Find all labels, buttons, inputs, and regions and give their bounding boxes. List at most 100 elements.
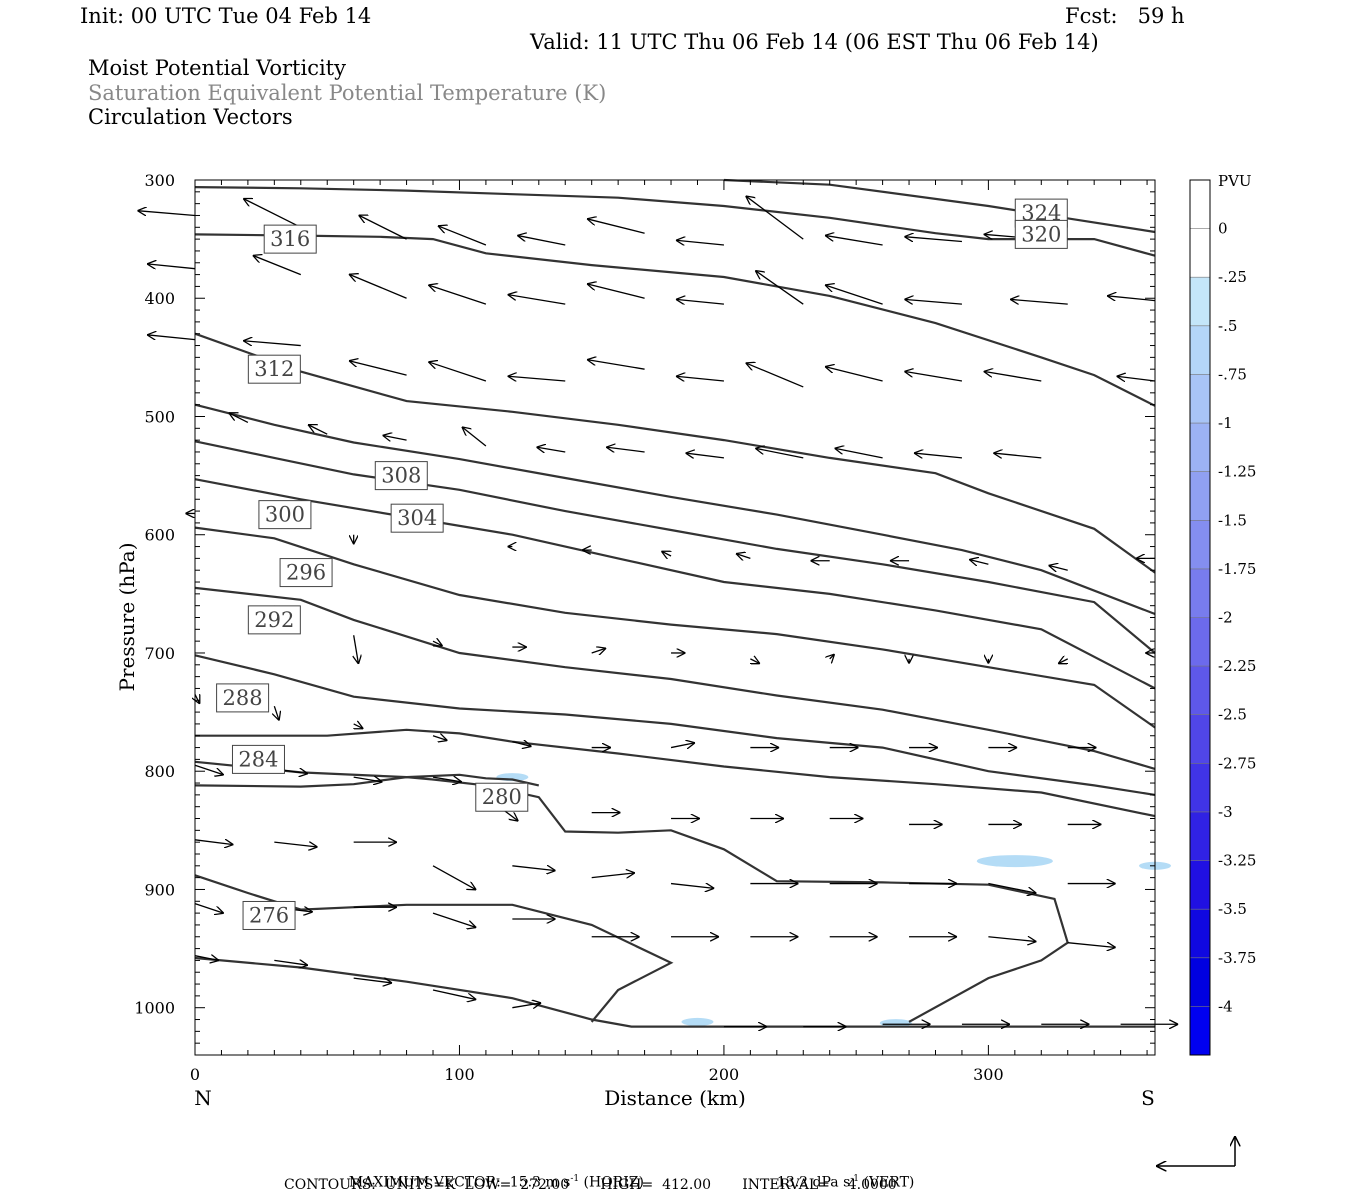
contour-label: 308 [374, 461, 428, 491]
contour-label-text: 276 [249, 903, 289, 927]
circulation-vector [512, 1003, 541, 1008]
circulation-vector [591, 873, 635, 878]
circulation-vector [432, 736, 447, 741]
circulation-vector [1117, 376, 1156, 381]
circulation-vector [755, 448, 804, 459]
colorbar-swatch [1190, 374, 1210, 424]
theta-contour [194, 440, 1156, 654]
circulation-vector [253, 255, 302, 276]
contour-label-text: 308 [381, 464, 421, 488]
circulation-vector [349, 274, 407, 299]
theta-contour [194, 874, 674, 1023]
colorbar-swatch [1190, 617, 1210, 667]
circulation-vector [432, 989, 476, 1000]
plot-frame [194, 179, 1156, 1056]
circulation-vector [195, 694, 200, 704]
y-axis-title: Pressure (hPa) [115, 543, 139, 692]
circulation-vector [825, 367, 883, 382]
x-end-label-left: N [194, 1086, 212, 1110]
colorbar-label: -3.75 [1218, 949, 1256, 967]
pv-patch [879, 1019, 912, 1028]
circulation-vector [243, 341, 301, 347]
contour-label-box [263, 224, 317, 254]
circulation-vector [147, 335, 196, 341]
circulation-vector [670, 743, 695, 748]
circulation-vector [243, 198, 302, 228]
theta-contour [195, 728, 1156, 818]
circulation-vector [517, 235, 566, 246]
circulation-vector [353, 978, 392, 983]
circulation-vector [428, 362, 487, 382]
contour-label-text: 292 [254, 608, 294, 632]
circulation-vector [835, 448, 883, 459]
colorbar-label: -.5 [1218, 317, 1237, 335]
colorbar-label: 0 [1218, 220, 1228, 238]
colorbar-label: -1.25 [1218, 463, 1256, 481]
contour-label: 284 [231, 744, 285, 774]
x-tick-label: 300 [973, 1065, 1004, 1084]
colorbar-swatch [1190, 1006, 1210, 1056]
circulation-vector [1107, 296, 1156, 302]
circulation-vector [359, 215, 407, 240]
contour-label-text: 316 [270, 227, 310, 251]
circulation-vector [746, 363, 804, 388]
contour-label-box [258, 500, 312, 530]
colorbar-swatch [1190, 666, 1210, 716]
pv-patch [976, 855, 1053, 868]
colorbar-swatch [1190, 714, 1210, 764]
y-tick-label: 800 [144, 762, 175, 781]
forecast-hour: Fcst: 59 h [1065, 4, 1185, 28]
circulation-vector [349, 361, 407, 376]
circulation-vector [591, 648, 606, 653]
circulation-vector [755, 271, 804, 305]
circulation-vector [229, 413, 249, 423]
circulation-vector [676, 299, 724, 305]
contour-label-text: 300 [265, 503, 305, 527]
x-tick-label: 0 [190, 1065, 200, 1084]
field-label-vectors: Circulation Vectors [88, 105, 293, 129]
theta-contour [194, 332, 1156, 574]
circulation-vector [194, 956, 219, 961]
circulation-vector [830, 654, 835, 659]
contour-label-box [1014, 219, 1068, 249]
contour-label-text: 296 [286, 561, 326, 585]
exponent-horizontal: -1 [570, 1174, 580, 1184]
colorbar-swatch [1190, 228, 1210, 278]
colorbar-title: PVU [1218, 172, 1252, 190]
circulation-vector [825, 285, 883, 305]
theta-contour [723, 178, 1156, 234]
circulation-vector [587, 360, 645, 370]
circulation-vector [904, 371, 963, 382]
contour-label-text: 304 [397, 506, 437, 530]
circulation-vector [274, 705, 279, 720]
colorbar-label: -1.75 [1218, 560, 1256, 578]
circulation-vector [194, 764, 224, 775]
contour-label: 300 [258, 500, 312, 530]
colorbar-swatch [1190, 811, 1210, 862]
contour-label-box [247, 354, 301, 384]
colorbar-swatch [1190, 325, 1210, 375]
init-time: Init: 00 UTC Tue 04 Feb 14 [80, 4, 372, 28]
contour-label-box [374, 461, 428, 491]
circulation-vector [1010, 299, 1068, 305]
contour-label: 304 [390, 503, 444, 533]
contour-label: 280 [475, 782, 529, 812]
contour-label-box [242, 900, 296, 930]
colorbar-label: -2 [1218, 609, 1233, 627]
x-axis-title: Distance (km) [604, 1086, 746, 1110]
circulation-vector [686, 453, 725, 458]
x-end-label-right: S [1141, 1086, 1155, 1110]
colorbar-swatch [1190, 763, 1210, 813]
circulation-vector [194, 903, 224, 914]
colorbar-label: -2.25 [1218, 657, 1256, 675]
max-vector-vertical: 13.2 dPa s [776, 1174, 851, 1191]
contour-label-text: 280 [482, 785, 522, 809]
circulation-vector [428, 285, 487, 305]
circulation-vector [383, 435, 407, 440]
circulation-vector [587, 284, 645, 299]
contour-label-box [475, 782, 529, 812]
contour-label-box [216, 683, 270, 713]
contour-label-text: 288 [223, 686, 263, 710]
circulation-vector [969, 559, 989, 564]
